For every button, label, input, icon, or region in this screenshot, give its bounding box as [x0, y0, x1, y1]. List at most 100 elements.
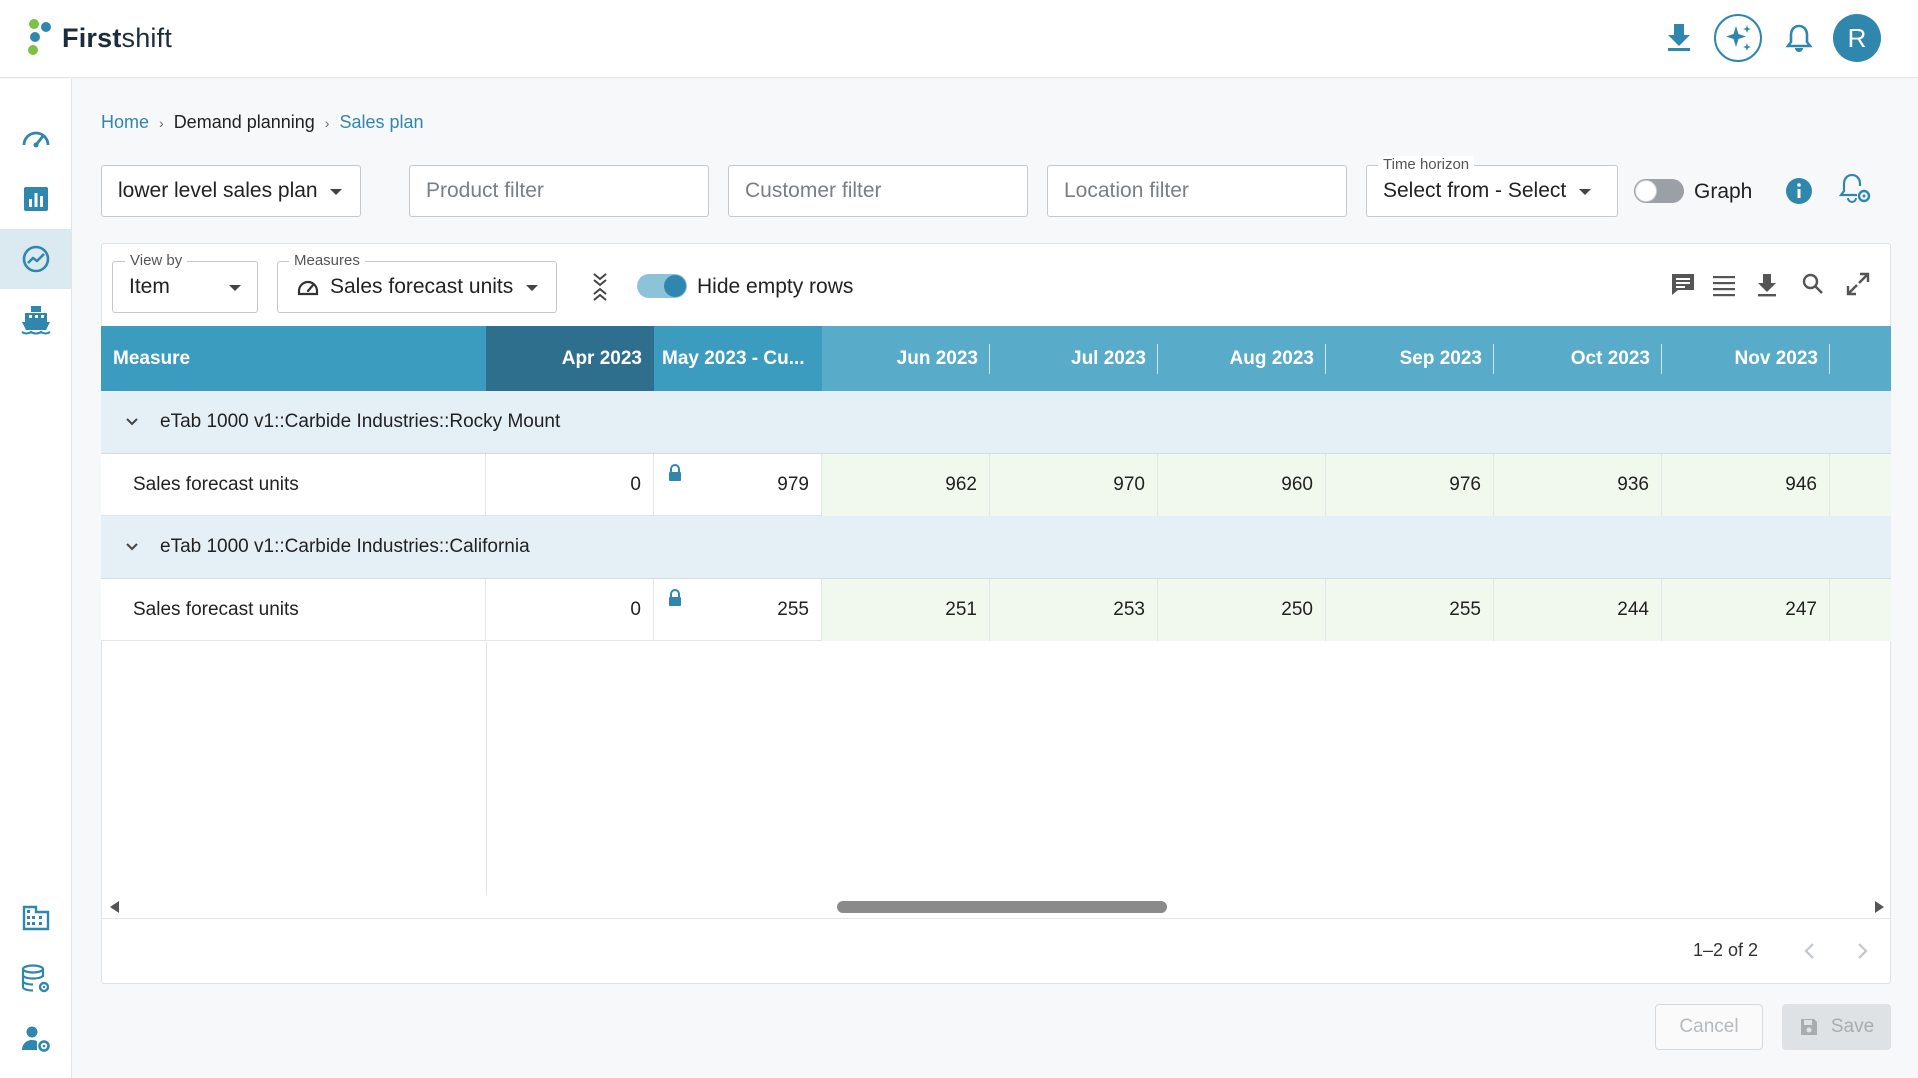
download-icon[interactable] — [1664, 20, 1694, 54]
pinned-column-divider — [486, 642, 487, 895]
time-horizon-select[interactable]: Select from - Select — [1366, 165, 1618, 217]
header-measure-label: Measure — [113, 347, 191, 369]
scroll-left-icon[interactable] — [107, 899, 121, 915]
next-page-icon[interactable] — [1854, 941, 1870, 961]
grid-header: Measure Apr 2023 May 2023 - Cu... Jun 20… — [101, 326, 1891, 391]
save-icon — [1800, 1019, 1817, 1035]
header-col-2[interactable]: Jun 2023 — [822, 326, 990, 391]
header-col-4[interactable]: Aug 2023 — [1158, 326, 1326, 391]
data-cell[interactable]: 253 — [990, 579, 1158, 641]
data-cell[interactable]: 255 — [654, 579, 822, 641]
data-cell[interactable]: 0 — [486, 579, 654, 641]
group-row[interactable]: eTab 1000 v1::Carbide Industries::Rocky … — [101, 391, 1891, 454]
chevron-down-icon — [229, 285, 241, 291]
sidebar-item-data-settings[interactable] — [0, 949, 71, 1009]
info-icon[interactable] — [1785, 177, 1813, 205]
product-filter-input[interactable]: Product filter — [409, 165, 709, 217]
measures-select[interactable]: Sales forecast units — [277, 261, 557, 313]
time-horizon-value: Select from - Select — [1383, 179, 1567, 202]
chevron-down-icon[interactable] — [124, 541, 140, 553]
scroll-right-icon[interactable] — [1873, 899, 1887, 915]
header-col-label: Aug 2023 — [1229, 347, 1314, 369]
data-cell[interactable]: 960 — [1158, 454, 1326, 516]
collapse-expand-icon[interactable] — [590, 271, 610, 303]
top-bar: Firstshift R — [0, 0, 1918, 78]
cancel-button-label: Cancel — [1679, 1016, 1739, 1037]
view-by-select[interactable]: Item — [112, 261, 258, 313]
sidebar-item-user-settings[interactable] — [0, 1009, 71, 1069]
brand-name: Firstshift — [62, 22, 173, 53]
database-settings-icon — [21, 964, 49, 993]
header-col-7[interactable]: Nov 2023 — [1662, 326, 1830, 391]
graph-toggle-knob — [1635, 180, 1657, 202]
hide-empty-rows-toggle[interactable] — [637, 274, 687, 298]
data-cell[interactable]: 976 — [1326, 454, 1494, 516]
sidebar-item-supply[interactable] — [0, 289, 71, 349]
fullscreen-icon[interactable] — [1846, 272, 1870, 296]
alert-settings-icon[interactable] — [1838, 172, 1874, 206]
measures-value: Sales forecast units — [330, 275, 514, 298]
data-cell[interactable] — [1830, 579, 1891, 641]
breadcrumb-home[interactable]: Home — [101, 112, 150, 132]
ship-icon — [20, 306, 51, 335]
data-cell[interactable]: 244 — [1494, 579, 1662, 641]
list-icon[interactable] — [1712, 273, 1736, 297]
plan-select[interactable]: lower level sales plan — [101, 165, 361, 217]
sidebar-item-organization[interactable] — [0, 887, 71, 947]
header-col-label: Sep 2023 — [1399, 347, 1482, 369]
data-cell[interactable]: 962 — [822, 454, 990, 516]
breadcrumb-sales-plan[interactable]: Sales plan — [339, 112, 424, 132]
header-col-6[interactable]: Oct 2023 — [1494, 326, 1662, 391]
data-cell[interactable]: 0 — [486, 454, 654, 516]
ai-sparkle-icon[interactable] — [1714, 14, 1762, 62]
plan-select-value: lower level sales plan — [118, 179, 318, 202]
cancel-button[interactable]: Cancel — [1655, 1004, 1763, 1050]
group-row[interactable]: eTab 1000 v1::Carbide Industries::Califo… — [101, 516, 1891, 579]
customer-filter-input[interactable]: Customer filter — [728, 165, 1028, 217]
header-col-5[interactable]: Sep 2023 — [1326, 326, 1494, 391]
header-col-label: Jun 2023 — [896, 347, 978, 369]
dashboard-icon — [22, 131, 49, 148]
data-cell[interactable]: 970 — [990, 454, 1158, 516]
bell-icon[interactable] — [1784, 22, 1814, 54]
time-horizon-label: Time horizon — [1378, 156, 1475, 173]
search-icon[interactable] — [1801, 272, 1825, 296]
scrollbar-thumb[interactable] — [837, 901, 1167, 913]
data-cell[interactable]: 250 — [1158, 579, 1326, 641]
graph-toggle[interactable] — [1634, 179, 1684, 203]
firstshift-logo-icon — [28, 19, 51, 55]
brand-logo[interactable]: Firstshift — [26, 18, 172, 58]
sidebar-item-demand-planning[interactable] — [0, 229, 71, 289]
location-filter-input[interactable]: Location filter — [1047, 165, 1347, 217]
save-button-label: Save — [1830, 1016, 1875, 1037]
header-col-1[interactable]: May 2023 - Cu... — [654, 326, 822, 391]
user-settings-icon — [21, 1026, 50, 1052]
header-measure[interactable]: Measure — [101, 326, 486, 391]
avatar-letter: R — [1847, 22, 1867, 53]
chevron-down-icon[interactable] — [124, 416, 140, 428]
sidebar-item-reports[interactable] — [0, 169, 71, 229]
data-cell[interactable]: 251 — [822, 579, 990, 641]
save-button[interactable]: Save — [1782, 1004, 1891, 1050]
table-download-icon[interactable] — [1756, 272, 1778, 298]
data-cell[interactable] — [1830, 454, 1891, 516]
header-col-label: Oct 2023 — [1570, 347, 1650, 369]
breadcrumb-demand-planning[interactable]: Demand planning — [173, 112, 315, 132]
group-title: eTab 1000 v1::Carbide Industries::Rocky … — [160, 411, 561, 432]
data-cell[interactable]: 247 — [1662, 579, 1830, 641]
row-measure-label: Sales forecast units — [101, 579, 486, 641]
data-cell[interactable]: 255 — [1326, 579, 1494, 641]
data-cell[interactable]: 936 — [1494, 454, 1662, 516]
data-cell[interactable]: 979 — [654, 454, 822, 516]
sidebar-item-dashboard[interactable] — [0, 109, 71, 169]
view-by-value: Item — [129, 275, 170, 298]
user-avatar[interactable]: R — [1833, 14, 1881, 62]
comment-icon[interactable] — [1670, 272, 1696, 298]
prev-page-icon[interactable] — [1802, 941, 1818, 961]
data-cell[interactable]: 946 — [1662, 454, 1830, 516]
header-col-0[interactable]: Apr 2023 — [486, 326, 654, 391]
header-col-3[interactable]: Jul 2023 — [990, 326, 1158, 391]
view-by-label: View by — [125, 252, 188, 269]
footer-divider — [102, 918, 1890, 919]
horizontal-scrollbar[interactable] — [105, 896, 1889, 918]
